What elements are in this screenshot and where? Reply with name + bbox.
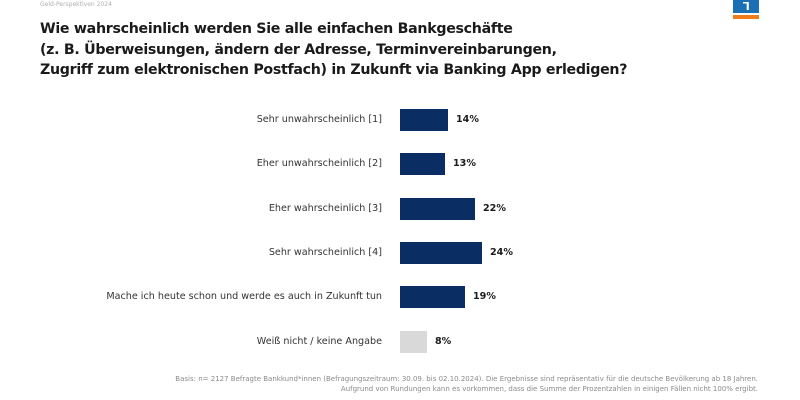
value-label: 13% xyxy=(453,158,476,169)
bar xyxy=(400,198,475,220)
bar xyxy=(400,109,448,131)
footnote-line-1: Basis: n= 2127 Befragte Bankkund*innen (… xyxy=(175,375,758,383)
logo-mark: ⅂ xyxy=(742,0,750,13)
chart-row: Mache ich heute schon und werde es auch … xyxy=(0,285,800,309)
category-label: Eher unwahrscheinlich [2] xyxy=(256,158,382,169)
title-line-2: (z. B. Überweisungen, ändern der Adresse… xyxy=(40,41,557,58)
category-label: Eher wahrscheinlich [3] xyxy=(268,203,382,214)
volksbank-logo-icon: ⅂ xyxy=(733,0,759,20)
value-label: 24% xyxy=(490,247,513,258)
chart-row: Sehr unwahrscheinlich [1] 14% xyxy=(0,108,800,132)
chart-title: Wie wahrscheinlich werden Sie alle einfa… xyxy=(40,19,660,81)
category-label: Mache ich heute schon und werde es auch … xyxy=(106,291,382,302)
chart-row: Eher unwahrscheinlich [2] 13% xyxy=(0,152,800,176)
value-label: 8% xyxy=(435,336,452,347)
title-line-3: Zugriff zum elektronischen Postfach) in … xyxy=(40,62,628,78)
logo-blue-block xyxy=(733,0,759,13)
logo-orange-stripe xyxy=(733,15,759,19)
footnote: Basis: n= 2127 Befragte Bankkund*innen (… xyxy=(175,374,758,394)
bar xyxy=(400,331,427,353)
bar xyxy=(400,242,482,264)
chart-row: Sehr wahrscheinlich [4] 24% xyxy=(0,241,800,265)
category-label: Weiß nicht / keine Angabe xyxy=(256,336,382,347)
bar xyxy=(400,153,445,175)
footnote-line-2: Aufgrund von Rundungen kann es vorkommen… xyxy=(340,385,758,393)
value-label: 19% xyxy=(473,291,496,302)
chart-row: Weiß nicht / keine Angabe 8% xyxy=(0,330,800,354)
category-label: Sehr unwahrscheinlich [1] xyxy=(256,114,382,125)
category-label: Sehr wahrscheinlich [4] xyxy=(268,247,382,258)
value-label: 14% xyxy=(456,114,479,125)
title-line-1: Wie wahrscheinlich werden Sie alle einfa… xyxy=(40,21,513,37)
report-subtitle: Geld-Perspektiven 2024 xyxy=(40,1,112,8)
bar xyxy=(400,286,465,308)
chart-row: Eher wahrscheinlich [3] 22% xyxy=(0,197,800,221)
value-label: 22% xyxy=(483,203,506,214)
